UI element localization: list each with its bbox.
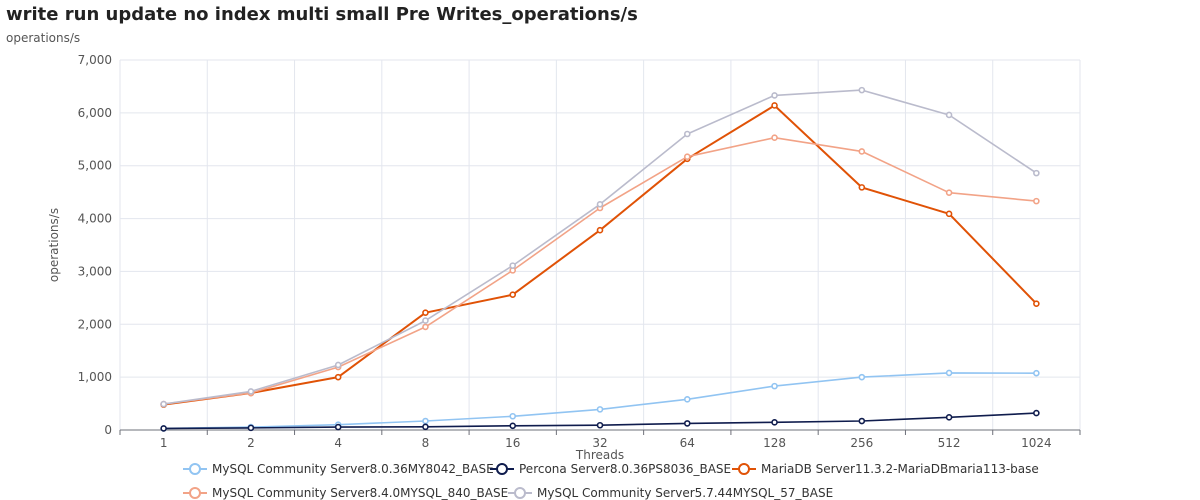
data-point bbox=[596, 421, 604, 429]
data-point bbox=[160, 425, 167, 432]
data-point bbox=[683, 153, 691, 161]
y-tick-label: 7,000 bbox=[78, 53, 112, 67]
x-tick-label: 512 bbox=[938, 436, 961, 450]
data-point bbox=[596, 226, 604, 234]
data-point bbox=[1033, 169, 1040, 177]
legend-swatch-marker bbox=[514, 487, 526, 499]
data-point bbox=[1033, 409, 1040, 417]
data-point bbox=[858, 373, 866, 381]
y-tick-label: 5,000 bbox=[78, 159, 112, 173]
x-tick-label: 1024 bbox=[1021, 436, 1052, 450]
data-point bbox=[596, 201, 604, 208]
data-point bbox=[771, 134, 778, 141]
legend-label: Percona Server8.0.36PS8036_BASE bbox=[519, 462, 731, 476]
data-point bbox=[945, 414, 953, 421]
data-point bbox=[683, 396, 691, 403]
y-tick-label: 1,000 bbox=[78, 370, 112, 384]
x-axis-title: Threads bbox=[575, 448, 624, 462]
data-point bbox=[771, 92, 778, 99]
data-point bbox=[509, 412, 517, 420]
y-tick-label: 3,000 bbox=[78, 264, 112, 278]
x-tick-label: 8 bbox=[422, 436, 430, 450]
legend-label: MySQL Community Server8.4.0MYSQL_840_BAS… bbox=[212, 486, 508, 500]
x-tick-label: 32 bbox=[592, 436, 607, 450]
data-point bbox=[1033, 369, 1040, 377]
chart-subtitle: operations/s bbox=[6, 31, 81, 45]
data-point bbox=[334, 423, 342, 431]
data-point bbox=[683, 420, 691, 427]
y-tick-label: 4,000 bbox=[78, 212, 112, 226]
y-tick-label: 6,000 bbox=[78, 106, 112, 120]
data-point bbox=[596, 406, 604, 413]
x-tick-label: 1 bbox=[160, 436, 168, 450]
data-point bbox=[247, 424, 255, 432]
data-point bbox=[422, 309, 429, 316]
chart-title: write run update no index multi small Pr… bbox=[6, 4, 638, 25]
x-tick-label: 2 bbox=[247, 436, 255, 450]
legend-label: MariaDB Server11.3.2-MariaDBmaria113-bas… bbox=[761, 462, 1039, 476]
data-point bbox=[858, 86, 866, 94]
data-point bbox=[509, 422, 517, 430]
data-point bbox=[1033, 197, 1040, 205]
x-tick-label: 4 bbox=[334, 436, 342, 450]
data-point bbox=[509, 262, 517, 269]
y-tick-label: 0 bbox=[104, 423, 112, 437]
legend-swatch-marker bbox=[496, 463, 508, 475]
data-point bbox=[509, 291, 517, 298]
data-point bbox=[422, 317, 429, 324]
data-point bbox=[422, 423, 429, 431]
legend-swatch-marker bbox=[189, 463, 201, 475]
data-point bbox=[1033, 300, 1040, 307]
legend-label: MySQL Community Server8.0.36MY8042_BASE bbox=[212, 462, 494, 476]
legend-swatch-marker bbox=[189, 487, 201, 499]
data-point bbox=[945, 189, 953, 196]
data-point bbox=[858, 148, 866, 155]
x-tick-label: 128 bbox=[763, 436, 786, 450]
data-point bbox=[858, 417, 866, 425]
legend-label: MySQL Community Server5.7.44MYSQL_57_BAS… bbox=[537, 486, 833, 500]
data-point bbox=[247, 388, 255, 395]
x-tick-label: 16 bbox=[505, 436, 520, 450]
legend-swatch-marker bbox=[738, 463, 750, 475]
data-point bbox=[160, 400, 167, 408]
data-point bbox=[858, 184, 866, 191]
data-point bbox=[334, 373, 342, 381]
data-point bbox=[422, 323, 429, 331]
data-point bbox=[771, 419, 778, 426]
data-point bbox=[683, 130, 691, 138]
data-point bbox=[945, 369, 953, 377]
data-point bbox=[334, 361, 342, 369]
x-tick-label: 64 bbox=[680, 436, 695, 450]
data-point bbox=[771, 102, 778, 109]
data-point bbox=[422, 417, 429, 425]
data-point bbox=[771, 382, 778, 390]
y-axis-title: operations/s bbox=[47, 208, 61, 282]
y-tick-label: 2,000 bbox=[78, 317, 112, 331]
data-point bbox=[945, 111, 953, 119]
x-tick-label: 256 bbox=[850, 436, 873, 450]
data-point bbox=[945, 210, 953, 218]
